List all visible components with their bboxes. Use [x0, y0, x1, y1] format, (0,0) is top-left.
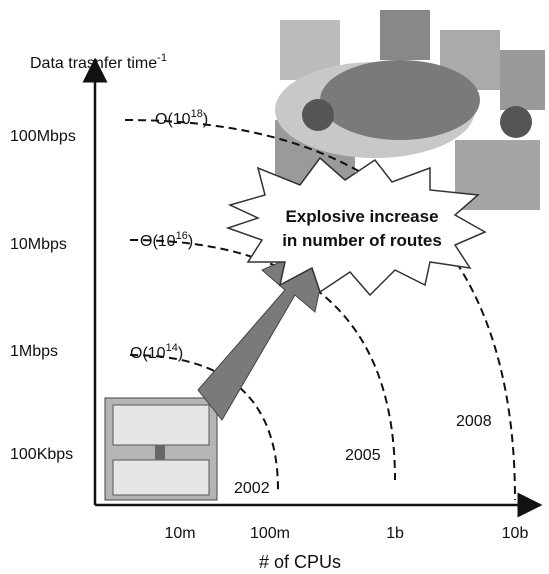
text-part: 14: [166, 342, 178, 354]
y-label: 100Mbps: [10, 128, 76, 145]
x-label: 1b: [386, 525, 404, 542]
diagram: Data trasnfer time-1 100Mbps 10Mbps 1Mbp…: [0, 0, 549, 574]
curve-label: O(1016): [140, 230, 193, 250]
year-label: 2005: [345, 447, 381, 464]
text-part: Data trasnfer time: [30, 55, 157, 72]
y-label: 100Kbps: [10, 446, 73, 463]
y-axis-title: Data trasnfer time-1: [30, 52, 167, 72]
burst-text: Explosive increase: [285, 207, 438, 226]
text-part: 16: [176, 230, 188, 242]
burst-text: in number of routes: [282, 231, 442, 250]
text-part: ): [188, 233, 193, 250]
x-label: 100m: [250, 525, 290, 542]
year-label: 2002: [234, 480, 270, 497]
curve-label: O(1018): [155, 108, 208, 128]
x-axis-title: # of CPUs: [259, 552, 341, 572]
text-part: O(10: [130, 345, 166, 362]
y-label: 1Mbps: [10, 343, 58, 360]
y-label: 10Mbps: [10, 236, 67, 253]
pc-box: [105, 398, 217, 500]
text-part: O(10: [155, 111, 191, 128]
text-part: ): [178, 345, 183, 362]
x-label: 10m: [164, 525, 195, 542]
x-label: 10b: [502, 525, 529, 542]
year-label: 2008: [456, 413, 492, 430]
text-part: 18: [191, 108, 203, 120]
text-part: ): [203, 111, 208, 128]
text-part: O(10: [140, 233, 176, 250]
text-part: -1: [157, 52, 167, 64]
